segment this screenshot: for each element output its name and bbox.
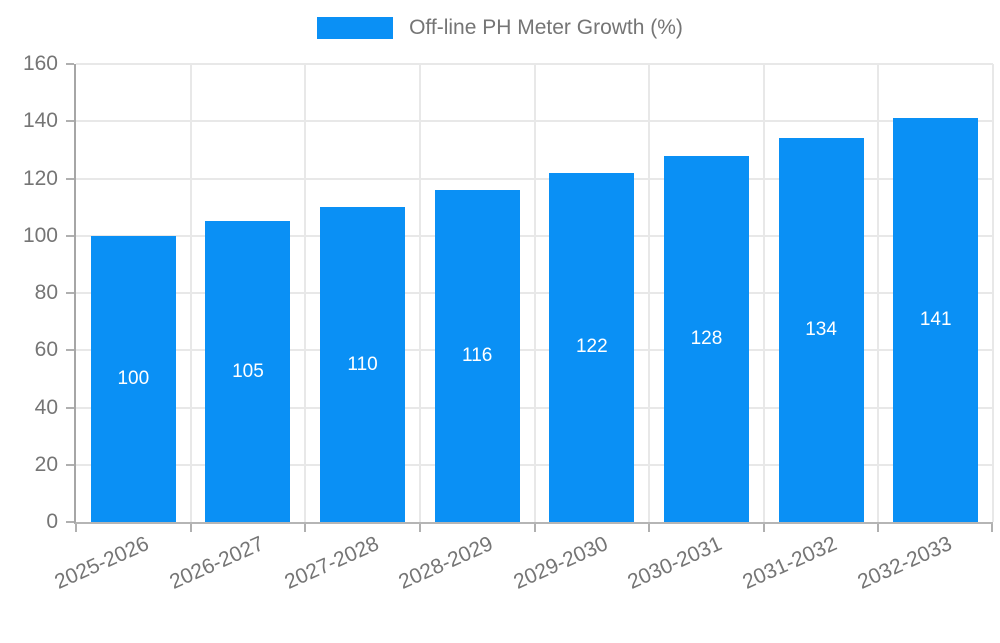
y-axis-label-140: 140 bbox=[22, 109, 58, 133]
gridline-v-4 bbox=[533, 64, 536, 522]
x-tick-1 bbox=[189, 524, 192, 532]
bar-value-2026-2027: 105 bbox=[232, 360, 264, 382]
gridline-v-8 bbox=[992, 64, 994, 522]
y-axis-label-40: 40 bbox=[34, 395, 58, 419]
x-axis-label-2029-2030: 2029-2030 bbox=[510, 532, 612, 594]
y-tick-160 bbox=[66, 63, 74, 65]
y-axis-label-60: 60 bbox=[34, 338, 58, 362]
plot-area: 0 20 40 60 80 100 120 140 160 100 2025-2026 105 2026… bbox=[23, 53, 994, 594]
y-tick-60 bbox=[66, 349, 74, 352]
bar-value-2030-2031: 128 bbox=[690, 327, 723, 349]
x-tick-4 bbox=[533, 524, 536, 532]
y-axis-label-100: 100 bbox=[22, 223, 58, 247]
y-axis-label-160: 160 bbox=[22, 52, 58, 75]
gridline-v-3 bbox=[418, 64, 421, 522]
bar-2028-2029[interactable]: 116 bbox=[434, 189, 520, 522]
gridline-v-1 bbox=[189, 64, 192, 522]
bar-value-2031-2032: 134 bbox=[805, 319, 837, 341]
x-tick-3 bbox=[418, 524, 421, 532]
y-tick-120 bbox=[66, 177, 74, 180]
y-tick-40 bbox=[66, 406, 74, 409]
gridline-v-2 bbox=[304, 64, 307, 522]
x-tick-8 bbox=[991, 524, 993, 532]
x-tick-6 bbox=[762, 524, 765, 532]
x-tick-7 bbox=[877, 524, 880, 532]
bar-value-2028-2029: 116 bbox=[462, 344, 493, 366]
y-axis-label-20: 20 bbox=[34, 452, 58, 476]
x-axis-label-2030-2031: 2030-2031 bbox=[624, 532, 726, 594]
x-axis-label-2031-2032: 2031-2032 bbox=[739, 532, 841, 594]
bar-chart: Off-line PH Meter Growth (%) 0 20 40 60 80 10… bbox=[0, 16, 1000, 594]
bar-value-2032-2033: 141 bbox=[919, 309, 952, 331]
x-tick-5 bbox=[648, 524, 651, 532]
gridline-v-6 bbox=[762, 64, 765, 522]
x-tick-2 bbox=[304, 524, 307, 532]
legend[interactable]: Off-line PH Meter Growth (%) bbox=[0, 16, 1000, 40]
gridline-v-5 bbox=[648, 64, 651, 522]
x-axis-label-2026-2027: 2026-2027 bbox=[166, 532, 268, 594]
bar-2031-2032[interactable]: 134 bbox=[778, 138, 864, 522]
legend-label[interactable]: Off-line PH Meter Growth (%) bbox=[409, 16, 683, 39]
bar-2032-2033[interactable]: 141 bbox=[893, 118, 979, 522]
bar-value-2029-2030: 122 bbox=[575, 336, 608, 358]
y-tick-140 bbox=[66, 120, 74, 123]
y-axis-label-120: 120 bbox=[22, 166, 58, 190]
bar-value-2025-2026: 100 bbox=[117, 367, 150, 389]
bar-value-2027-2028: 110 bbox=[347, 353, 378, 375]
y-tick-20 bbox=[66, 463, 74, 466]
x-axis-label-2032-2033: 2032-2033 bbox=[853, 532, 956, 594]
y-axis-label-0: 0 bbox=[46, 510, 58, 533]
y-tick-0 bbox=[66, 521, 74, 523]
x-axis-label-2027-2028: 2027-2028 bbox=[280, 532, 382, 594]
bar-2027-2028[interactable]: 110 bbox=[320, 207, 406, 522]
bar-2026-2027[interactable]: 105 bbox=[205, 221, 291, 522]
x-tick-0 bbox=[75, 524, 77, 532]
legend-swatch[interactable] bbox=[317, 17, 394, 39]
x-axis-label-2028-2029: 2028-2029 bbox=[395, 532, 497, 594]
y-tick-80 bbox=[66, 292, 74, 294]
bar-2030-2031[interactable]: 128 bbox=[663, 155, 749, 522]
y-axis-label-80: 80 bbox=[34, 281, 58, 304]
bar-2025-2026[interactable]: 100 bbox=[90, 235, 176, 522]
bar-2029-2030[interactable]: 122 bbox=[549, 172, 635, 522]
y-tick-100 bbox=[66, 234, 74, 237]
gridline-v-7 bbox=[877, 64, 880, 522]
